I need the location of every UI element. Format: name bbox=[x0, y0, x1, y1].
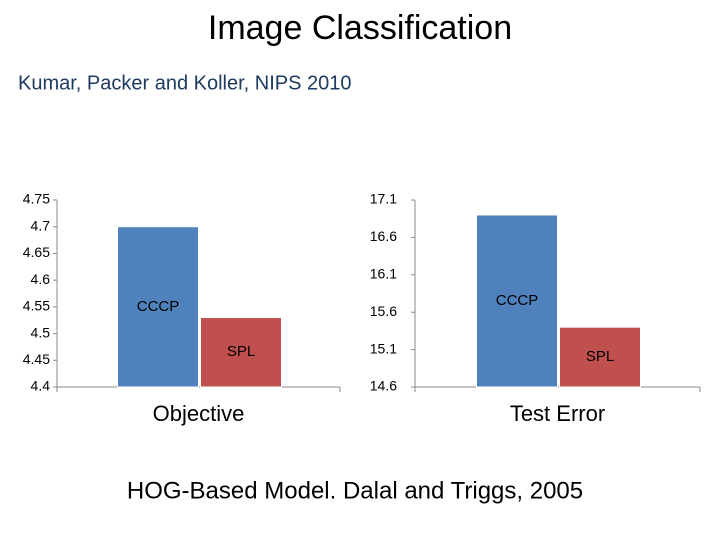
y-tick-label: 4.45 bbox=[23, 351, 50, 367]
y-tick-label: 15.6 bbox=[370, 303, 397, 319]
y-tick-label: 4.65 bbox=[23, 244, 50, 260]
slide-title: Image Classification bbox=[208, 9, 512, 47]
slide-subtitle: Kumar, Packer and Koller, NIPS 2010 bbox=[18, 72, 352, 94]
slide-caption: HOG-Based Model. Dalal and Triggs, 2005 bbox=[127, 477, 583, 504]
bar bbox=[559, 326, 641, 388]
bar bbox=[476, 214, 558, 388]
y-tick-label: 14.6 bbox=[370, 378, 397, 394]
y-tick-label: 17.1 bbox=[370, 191, 397, 207]
y-tick-label: 4.5 bbox=[31, 324, 51, 340]
series-label: SPL bbox=[586, 348, 614, 365]
y-tick-label: 4.6 bbox=[31, 271, 51, 287]
x-tick-label: Objective bbox=[153, 401, 245, 426]
series-label: CCCP bbox=[496, 292, 539, 309]
y-tick-label: 16.1 bbox=[370, 266, 397, 282]
y-tick-label: 4.4 bbox=[31, 378, 51, 394]
y-tick-label: 15.1 bbox=[370, 340, 397, 356]
series-label: SPL bbox=[227, 343, 255, 360]
x-tick-label: Test Error bbox=[510, 401, 605, 426]
y-tick-label: 16.6 bbox=[370, 228, 397, 244]
series-label: CCCP bbox=[137, 298, 180, 315]
bar bbox=[200, 317, 282, 388]
y-tick-label: 4.7 bbox=[31, 217, 51, 233]
y-tick-label: 4.55 bbox=[23, 298, 50, 314]
y-tick-label: 4.75 bbox=[23, 191, 50, 207]
bar bbox=[117, 226, 199, 388]
